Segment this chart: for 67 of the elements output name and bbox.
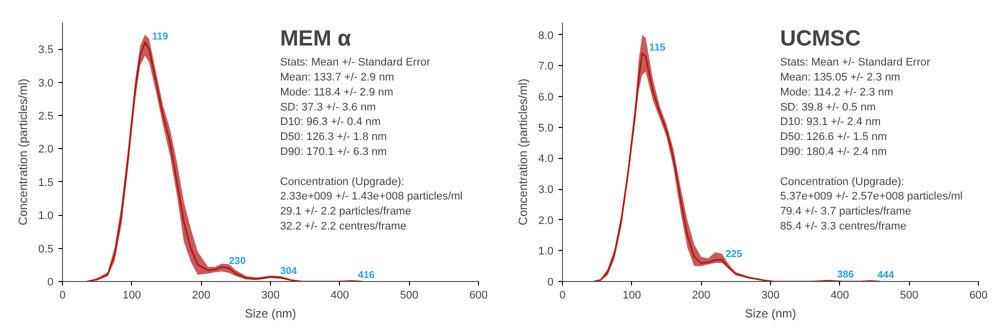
x-tick-label: 100 [622, 290, 642, 302]
annotation: Mean: 135.05 +/- 2.3 nm [780, 72, 900, 84]
y-tick-label: 0 [547, 276, 554, 288]
annotation: 79.4 +/- 3.7 particles/frame [780, 206, 912, 218]
y-tick-label: 2.0 [38, 144, 54, 156]
annotation: 115 [649, 42, 666, 54]
annotation: 230 [228, 256, 246, 267]
annotation: 304 [280, 266, 298, 277]
x-tick-label: 200 [692, 290, 710, 302]
y-tick-label: 2.5 [38, 110, 54, 122]
annotation: 29.1 +/- 2.2 particles/frame [280, 206, 412, 218]
x-tick-label: 300 [761, 290, 780, 302]
annotation: 386 [837, 270, 854, 281]
x-tick-label: 0 [559, 290, 566, 302]
y-tick-label: 5.0 [538, 122, 554, 134]
annotation: Stats: Mean +/- Standard Error [280, 56, 430, 69]
annotation: 119 [152, 31, 169, 42]
y-tick-label: 3.0 [38, 77, 54, 90]
annotation: 2.33e+009 +/- 1.43e+008 particles/ml [280, 190, 463, 203]
annotation: SD: 39.8 +/- 0.5 nm [780, 101, 876, 114]
y-tick-label: 1.0 [38, 210, 54, 222]
x-tick-label: 0 [59, 290, 66, 302]
x-tick-label: 400 [330, 290, 350, 302]
x-tick-label: 100 [122, 290, 142, 302]
annotation: Concentration (Upgrade): [780, 176, 904, 188]
y-tick-label: 8.0 [538, 30, 554, 42]
y-tick-label: 0.5 [38, 243, 54, 256]
annotation: SD: 37.3 +/- 3.6 nm [280, 101, 376, 114]
x-tick-label: 400 [830, 290, 850, 302]
chart-title: UCMSC [780, 26, 861, 51]
annotation: Stats: Mean +/- Standard Error [780, 56, 930, 69]
x-tick-label: 300 [261, 290, 280, 302]
annotation: 5.37e+009 +/- 2.57e+008 particles/ml [780, 190, 963, 203]
x-tick-label: 600 [969, 290, 988, 302]
annotation: D10: 93.1 +/- 2.4 nm [780, 116, 881, 128]
y-tick-label: 1.0 [538, 246, 554, 258]
annotation: D50: 126.6 +/- 1.5 nm [780, 131, 887, 144]
y-axis-title: Concentration (particles/ml) [516, 78, 530, 226]
x-tick-label: 500 [900, 290, 918, 302]
y-tick-label: 1.5 [38, 176, 54, 189]
annotation: 85.4 +/- 3.3 centres/frame [780, 220, 906, 232]
annotation: 32.2 +/- 2.2 centres/frame [280, 220, 406, 232]
y-tick-label: 7.0 [538, 60, 554, 73]
x-tick-label: 200 [192, 290, 210, 302]
y-tick-label: 2.0 [538, 214, 554, 227]
y-tick-label: 6.0 [538, 92, 554, 104]
y-tick-label: 4.0 [538, 153, 554, 166]
y-axis-title: Concentration (particles/ml) [16, 78, 30, 226]
x-axis-title: Size (nm) [744, 306, 796, 320]
annotation: D90: 180.4 +/- 2.4 nm [780, 146, 887, 158]
annotation: D90: 170.1 +/- 6.3 nm [280, 146, 387, 158]
annotation: Mode: 114.2 +/- 2.3 nm [780, 86, 894, 98]
y-tick-label: 3.5 [38, 44, 54, 56]
annotation: Mean: 133.7 +/- 2.9 nm [280, 72, 394, 84]
annotation: Concentration (Upgrade): [280, 176, 404, 188]
annotation: D10: 96.3 +/- 0.4 nm [280, 116, 381, 128]
y-tick-label: 0 [47, 276, 54, 288]
annotation: D50: 126.3 +/- 1.8 nm [280, 131, 387, 144]
annotation: 444 [877, 270, 894, 281]
chart-title: MEM α [280, 26, 352, 51]
annotation: 416 [358, 270, 376, 281]
x-tick-label: 500 [400, 290, 418, 302]
y-tick-label: 3.0 [538, 184, 554, 196]
x-tick-label: 600 [469, 290, 488, 302]
annotation: Mode: 118.4 +/- 2.9 nm [280, 86, 394, 98]
annotation: 225 [726, 248, 743, 260]
x-axis-title: Size (nm) [244, 306, 296, 320]
